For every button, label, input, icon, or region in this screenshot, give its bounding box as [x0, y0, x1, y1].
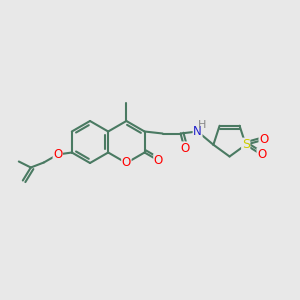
- Text: O: O: [259, 133, 268, 146]
- Text: O: O: [257, 148, 266, 161]
- Text: O: O: [53, 148, 62, 161]
- Text: O: O: [154, 154, 163, 167]
- Text: O: O: [180, 142, 189, 155]
- Text: O: O: [122, 157, 131, 169]
- Text: H: H: [198, 119, 207, 130]
- Text: S: S: [242, 138, 250, 151]
- Text: N: N: [193, 125, 202, 138]
